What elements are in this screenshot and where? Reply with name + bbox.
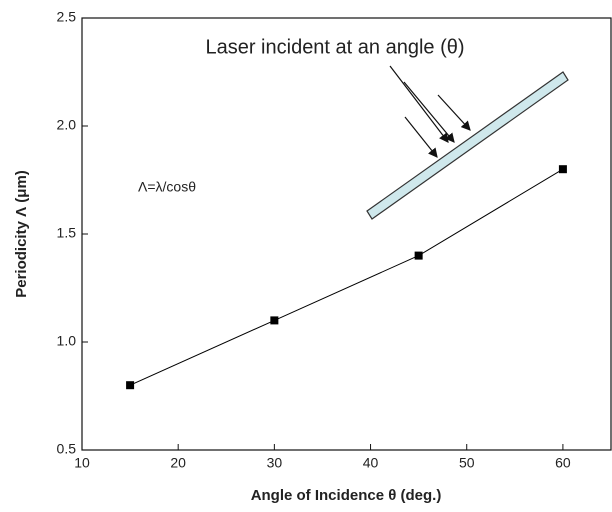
x-tick-label: 50 [459,455,475,471]
data-point [270,316,279,325]
y-tick-label: 0.5 [57,441,77,457]
formula: Λ=λ/cosθ [138,179,196,195]
plot-frame [81,17,612,451]
y-tick-label: 1.5 [57,225,77,241]
x-tick-label: 10 [74,455,90,471]
x-axis-title: Angle of Incidence θ (deg.) [251,487,442,504]
annotation: Laser incident at an angle (θ) [205,36,464,58]
x-tick-label: 40 [363,455,379,471]
x-tick-label: 60 [555,455,571,471]
x-tick-label: 20 [170,455,186,471]
laser-arrow [404,116,438,158]
laser-arrow [403,81,455,143]
laser-arrow [437,94,471,131]
data-point [558,165,567,174]
data-point [126,381,135,390]
laser-arrow [389,65,449,143]
y-tick-label: 2.5 [57,9,77,25]
y-axis-title: Periodicity Λ (μm) [13,170,30,298]
x-tick-label: 30 [267,455,283,471]
y-tick-label: 1.0 [57,333,77,349]
series-line [129,168,564,386]
data-point [414,251,423,260]
y-tick-label: 2.0 [57,117,77,133]
laser-diagram [366,65,569,220]
sample-slab [366,71,569,220]
